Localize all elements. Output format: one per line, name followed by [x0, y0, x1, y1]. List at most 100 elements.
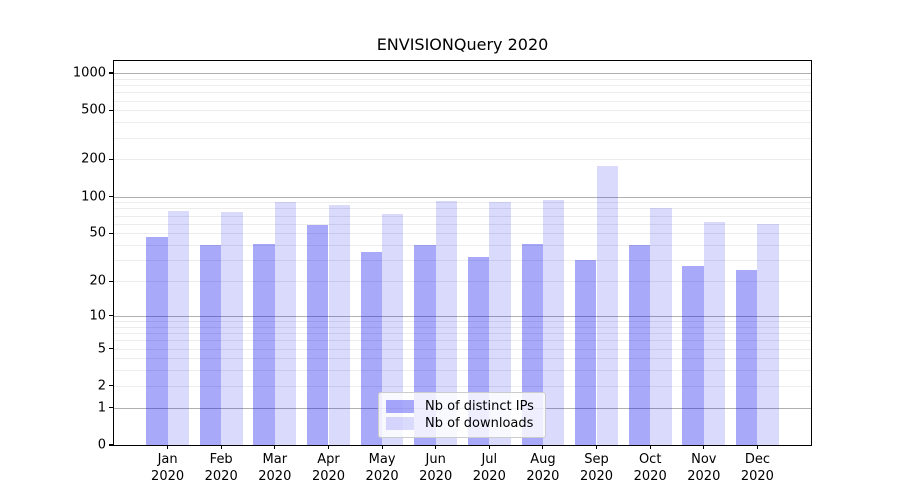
y-tick-label: 200: [81, 151, 106, 167]
x-tick-label: Aug 2020: [511, 451, 575, 485]
gridlines: [114, 61, 811, 445]
minor-gridline: [114, 202, 811, 204]
x-tick-year: 2020: [419, 469, 453, 484]
x-tick-mark: [488, 445, 490, 449]
x-tick-year: 2020: [472, 469, 506, 484]
x-tick-mark: [542, 445, 544, 449]
minor-gridline: [114, 137, 811, 139]
x-tick-year: 2020: [311, 469, 346, 484]
legend: Nb of distinct IPs Nb of downloads: [378, 392, 546, 438]
minor-gridline: [114, 92, 811, 94]
plot-area: 1000 500 200 100 50 20 10 5 2 1 0 Jan 2020 Feb 2020 Mar…: [73, 60, 812, 485]
x-tick-year: 2020: [579, 469, 614, 484]
legend-entry-downloads: Nb of downloads: [386, 415, 537, 432]
minor-gridline: [114, 78, 811, 80]
x-tick-month: Nov: [691, 452, 717, 467]
y-tick-label: 500: [81, 102, 106, 118]
x-tick-label: Jan 2020: [136, 451, 200, 485]
bar-downloads-dec: [757, 223, 779, 445]
y-tick-mark: [109, 347, 113, 350]
bar-downloads-feb: [221, 211, 243, 445]
major-gridline: [114, 196, 811, 198]
y-tick-label: 20: [89, 273, 106, 289]
x-tick-mark: [167, 445, 169, 449]
major-gridline: [114, 73, 811, 74]
x-tick-year: 2020: [258, 469, 292, 484]
y-tick-mark: [109, 72, 113, 74]
x-tick-label: Jul 2020: [457, 451, 521, 485]
bars: [114, 61, 811, 445]
y-tick-mark: [109, 109, 113, 111]
y-tick-label: 50: [89, 225, 106, 241]
x-tick-year: 2020: [740, 469, 774, 484]
x-tick-label: Sep 2020: [565, 451, 629, 485]
minor-gridline: [114, 348, 811, 350]
x-tick-year: 2020: [151, 469, 185, 484]
bar-distinct-ips-sep: [575, 260, 597, 445]
x-tick-month: Apr: [317, 452, 340, 467]
y-tick-mark: [109, 232, 113, 234]
minor-gridline: [114, 358, 811, 360]
minor-gridline: [114, 385, 811, 387]
x-tick-mark: [220, 445, 222, 449]
x-tick-label: Nov 2020: [672, 451, 736, 485]
minor-gridline: [114, 159, 811, 161]
bar-distinct-ips-dec: [735, 269, 758, 445]
x-tick-month: Jun: [425, 452, 446, 467]
y-tick-label: 10: [89, 308, 106, 324]
minor-gridline: [114, 122, 811, 124]
y-tick-mark: [109, 315, 113, 317]
bar-distinct-ips-apr: [307, 224, 329, 445]
minor-gridline: [114, 326, 811, 328]
y-tick-label: 100: [81, 189, 106, 204]
x-tick-mark: [703, 445, 705, 449]
x-tick-month: Aug: [530, 452, 556, 467]
y-tick-label: 1000: [72, 65, 106, 81]
minor-gridline: [114, 321, 811, 322]
legend-label-distinct-ips: Nb of distinct IPs: [425, 399, 534, 414]
x-tick-month: Jul: [481, 452, 498, 467]
bar-downloads-jun: [435, 200, 458, 445]
legend-swatch-distinct-ips: [386, 400, 414, 413]
bar-downloads-sep: [596, 165, 618, 445]
minor-gridline: [114, 215, 811, 217]
x-tick-mark: [381, 445, 383, 449]
chart-title: ENVISIONQuery 2020: [376, 35, 549, 54]
axes-ticks: 1000 500 200 100 50 20 10 5 2 1 0 Jan 2020 Feb 2020 Mar…: [73, 61, 811, 485]
bar-downloads-oct: [650, 208, 672, 445]
bar-downloads-apr: [328, 205, 350, 445]
x-tick-mark: [274, 445, 276, 449]
y-tick-label: 5: [97, 341, 106, 356]
bar-downloads-jul: [489, 201, 511, 445]
minor-gridline: [114, 110, 811, 112]
x-tick-year: 2020: [365, 469, 399, 484]
bar-distinct-ips-nov: [682, 265, 704, 445]
minor-gridline: [114, 281, 811, 283]
x-tick-label: Feb 2020: [189, 451, 253, 485]
x-tick-month: Mar: [262, 452, 288, 467]
legend-label-downloads: Nb of downloads: [425, 416, 534, 431]
x-tick-label: Mar 2020: [243, 451, 307, 485]
x-tick-mark: [327, 445, 330, 449]
bar-downloads-mar: [274, 201, 297, 445]
minor-gridline: [114, 340, 811, 342]
y-tick-label: 2: [97, 378, 106, 394]
minor-gridline: [114, 233, 811, 235]
x-tick-month: May: [368, 452, 396, 467]
y-tick-mark: [109, 407, 113, 409]
y-tick-label: 1: [97, 400, 106, 416]
minor-gridline: [114, 100, 811, 102]
minor-gridline: [114, 260, 811, 262]
x-tick-month: Sep: [584, 452, 609, 467]
bar-downloads-aug: [542, 199, 565, 445]
minor-gridline: [114, 208, 811, 210]
x-tick-label: Jun 2020: [404, 451, 468, 485]
y-tick-mark: [109, 280, 113, 282]
x-tick-label: Apr 2020: [297, 451, 361, 485]
major-gridline: [114, 315, 811, 317]
bar-distinct-ips-may: [360, 252, 382, 445]
x-tick-mark: [435, 445, 437, 449]
bar-downloads-nov: [703, 221, 726, 445]
minor-gridline: [114, 223, 811, 225]
